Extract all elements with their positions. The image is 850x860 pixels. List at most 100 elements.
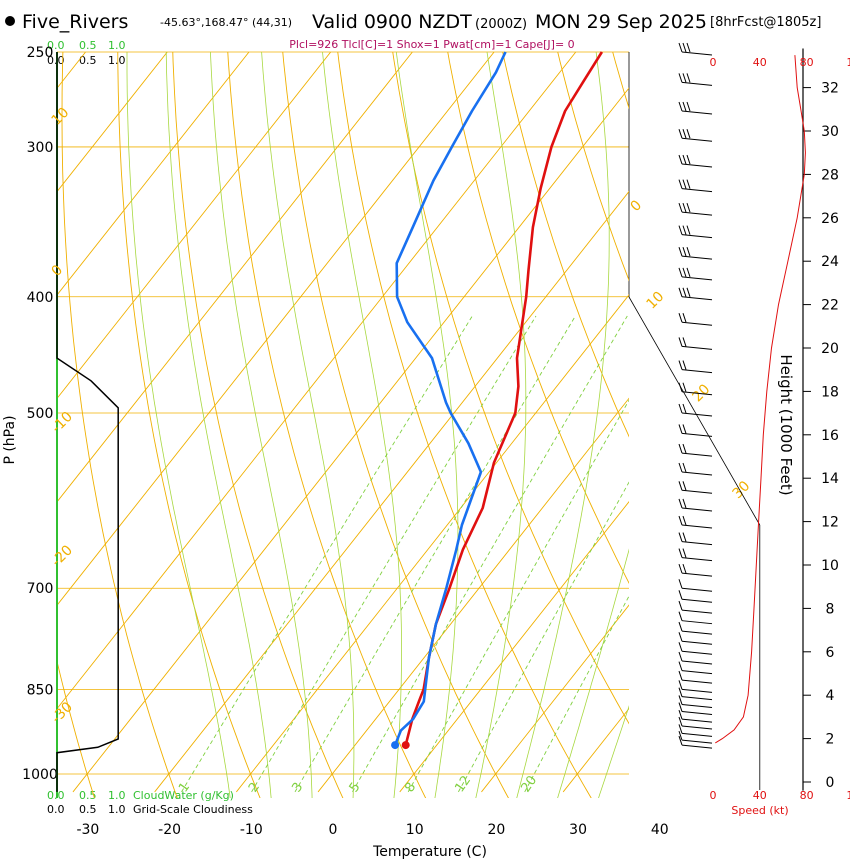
- wind-barb-feather: [682, 515, 687, 526]
- temperature-tick--10: -10: [240, 822, 263, 838]
- wind-barb-feather: [678, 724, 683, 734]
- cloud-water-tick-bottom-2: 1.0: [108, 789, 126, 802]
- wind-barb-feather: [678, 382, 683, 392]
- moist-adiabat-10: [322, 52, 402, 798]
- isotherm-20: [481, 604, 629, 793]
- wind-barb-feather: [686, 202, 691, 213]
- sounding-profiles: [391, 51, 604, 750]
- cloudiness-tick-top-0: 0.0: [47, 54, 65, 67]
- wind-barb-staff: [681, 609, 713, 614]
- wind-barb-feather: [682, 129, 687, 139]
- speed-tick-top-0: 0: [710, 56, 717, 69]
- wind-barb-250: [678, 42, 713, 56]
- wind-barb-feather: [678, 695, 683, 705]
- dry-adiabat-60: [502, 52, 629, 438]
- wind-barb-862: [678, 687, 713, 701]
- wind-barb-feather: [678, 661, 683, 671]
- height-tick-4: 4: [826, 688, 835, 704]
- wind-barb-730: [678, 600, 713, 614]
- speed-tick-top-40: 40: [753, 56, 767, 69]
- wind-barb-370: [678, 247, 713, 260]
- wind-barb-feather: [678, 621, 683, 632]
- wind-barb-feather: [678, 611, 683, 621]
- wind-barb-staff: [681, 670, 713, 675]
- pressure-tick-250: 250: [27, 45, 54, 61]
- wind-barb-feather: [682, 403, 687, 414]
- wind-barb-staff: [681, 81, 713, 86]
- wind-barb-staff: [681, 188, 713, 193]
- temperature-tick--30: -30: [76, 822, 99, 838]
- wind-barb-feather: [678, 579, 683, 589]
- wind-barb-790: [678, 642, 713, 655]
- cloud-water-tick-top-1: 0.5: [79, 39, 97, 52]
- wind-barb-feather: [682, 247, 687, 257]
- wind-barb-staff: [681, 137, 713, 142]
- station-coords: -45.63°,168.47° (44,31): [160, 16, 292, 29]
- wind-barb-feather: [678, 498, 683, 509]
- wind-barb-staff: [681, 620, 713, 625]
- pressure-tick-400: 400: [27, 290, 54, 306]
- wind-barb-912: [678, 716, 713, 730]
- wind-barb-feather: [678, 424, 683, 434]
- skew-connector-line: [628, 296, 761, 526]
- wind-barb-700: [678, 579, 713, 592]
- wind-barb-feather: [686, 267, 691, 278]
- cloud-scale-bottom: 0.0 0.5 1.0 CloudWater (g/Kg) 0.0 0.5 1.…: [47, 789, 253, 816]
- wind-barb-660: [678, 548, 713, 562]
- moist-adiabat-20: [475, 52, 527, 798]
- mixing-ratio-1: [181, 315, 473, 793]
- wind-barb-feather: [686, 73, 691, 83]
- cloudiness-line: [56, 52, 119, 792]
- temperature-tick-10: 10: [406, 822, 424, 838]
- wind-barb-440: [678, 337, 713, 350]
- moist-adiabat-0: [210, 52, 313, 798]
- height-tick-0: 0: [826, 775, 835, 791]
- wind-barb-feather: [678, 515, 683, 526]
- wind-barb-feather: [678, 532, 683, 542]
- wind-barb-feather: [678, 590, 683, 600]
- dry-adiabat--20: [61, 52, 178, 798]
- wind-barb-staff: [681, 471, 713, 476]
- moist-adiabat-25: [516, 52, 610, 798]
- wind-barb-feather: [678, 313, 683, 323]
- height-tick-20: 20: [821, 341, 839, 357]
- wind-barb-staff: [681, 696, 713, 701]
- wind-barb-staff: [681, 391, 713, 396]
- wind-speed-line: [715, 55, 806, 744]
- cloud-water-tick-bottom-0: 0.0: [47, 789, 65, 802]
- wind-barb-staff: [681, 432, 713, 437]
- wind-barb-420: [678, 313, 713, 326]
- wind-barb-460: [678, 360, 713, 374]
- temperature-surface-dot: [401, 741, 410, 750]
- wind-barb-680: [678, 563, 713, 577]
- wind-barb-feather: [678, 462, 683, 473]
- wind-barb-560: [678, 462, 713, 476]
- thermo-background: [57, 31, 850, 800]
- dry-adiabat-120: [824, 31, 850, 800]
- wind-barb-staff: [681, 234, 713, 239]
- height-tick-30: 30: [821, 124, 839, 140]
- wind-barb-925: [678, 724, 713, 737]
- height-tick-6: 6: [826, 645, 835, 661]
- wind-barb-feather: [678, 687, 683, 697]
- isotherm--30: [72, 87, 629, 793]
- wind-barb-feather: [686, 129, 691, 139]
- wind-barb-946: [678, 735, 713, 749]
- wind-barb-staff: [681, 679, 713, 684]
- speed-tick-bottom-40: 40: [753, 789, 767, 802]
- wind-barb-feather: [678, 548, 683, 558]
- isobar-lines: 250 300 400 500 700 850 1000: [22, 45, 630, 783]
- wind-barb-feather: [678, 680, 683, 690]
- wind-barb-875: [678, 695, 713, 708]
- wind-barb-feather: [678, 247, 683, 257]
- wind-barb-feather: [682, 563, 687, 574]
- cloudiness-tick-top-2: 1.0: [108, 54, 126, 67]
- speed-tick-top-80: 80: [800, 56, 814, 69]
- dry-adiabat-10: [227, 52, 427, 798]
- moist-adiabat--10: [126, 52, 231, 798]
- forecast-info: [8hrFcst@1805z]: [710, 15, 821, 30]
- height-tick-18: 18: [821, 384, 839, 400]
- wind-barb-feather: [678, 716, 683, 727]
